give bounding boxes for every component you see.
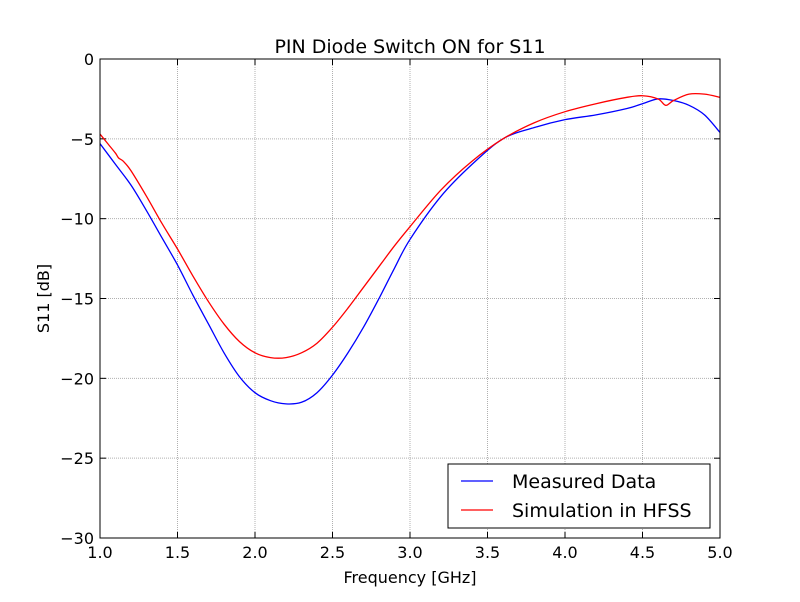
x-axis-label: Frequency [GHz] — [343, 568, 476, 587]
y-tick-label: −20 — [60, 369, 94, 388]
y-tick-label: −30 — [60, 529, 94, 548]
y-tick-label: 0 — [84, 50, 94, 69]
x-tick-label: 4.0 — [552, 543, 577, 562]
y-tick-label: −15 — [60, 290, 94, 309]
x-tick-label: 5.0 — [707, 543, 732, 562]
legend: Measured Data Simulation in HFSS — [447, 463, 711, 529]
x-tick-label: 1.5 — [165, 543, 190, 562]
legend-label-simulation: Simulation in HFSS — [512, 500, 692, 522]
plot-frame — [99, 58, 721, 539]
x-tick-label: 1.0 — [87, 543, 112, 562]
chart-title: PIN Diode Switch ON for S11 — [274, 36, 545, 58]
y-axis-label: S11 [dB] — [34, 264, 53, 333]
x-tick-label: 3.0 — [397, 543, 422, 562]
x-tick-label: 2.5 — [320, 543, 345, 562]
y-tick-label: −5 — [70, 130, 94, 149]
grid-lines — [100, 59, 720, 538]
y-tick-label: −10 — [60, 210, 94, 229]
series-lines — [99, 92, 721, 405]
legend-label-measured: Measured Data — [512, 471, 656, 493]
x-tick-label: 3.5 — [475, 543, 500, 562]
y-tick-label: −25 — [60, 449, 94, 468]
x-tick-label: 4.5 — [630, 543, 655, 562]
y-tick-labels: 0 −5 −10 −15 −20 −25 −30 — [60, 50, 94, 548]
series-line-simulation — [99, 92, 721, 359]
x-tick-label: 2.0 — [242, 543, 267, 562]
series-line-measured — [99, 98, 721, 405]
x-tick-labels: 1.0 1.5 2.0 2.5 3.0 3.5 4.0 4.5 5.0 — [87, 543, 732, 562]
legend-box — [447, 463, 711, 529]
